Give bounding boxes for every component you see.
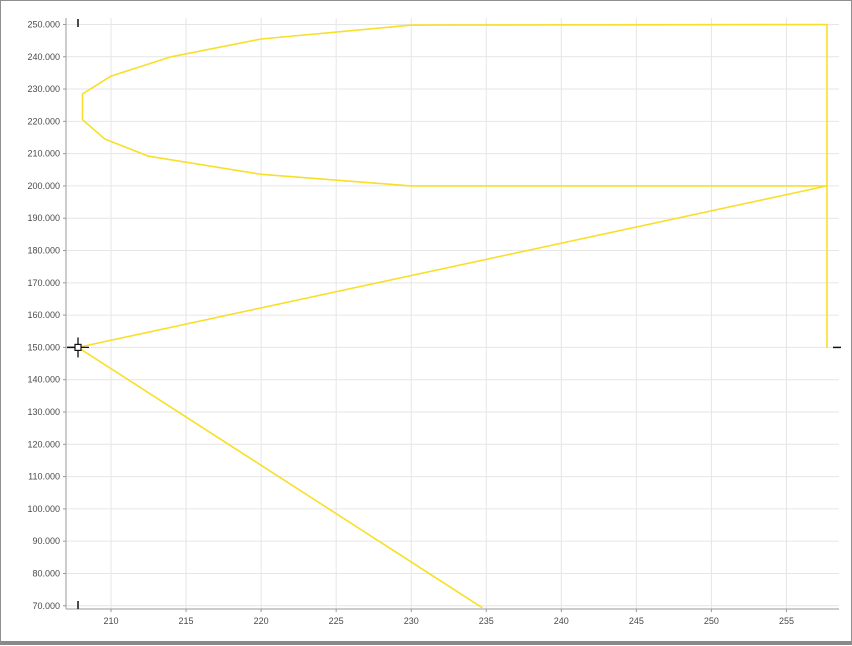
y-tick-label: 240.000: [27, 52, 60, 62]
y-tick-label: 100.000: [27, 504, 60, 514]
crosshair-handle[interactable]: [74, 343, 82, 352]
y-tick-label: 110.000: [28, 472, 60, 482]
y-tick-label: 130.000: [27, 407, 60, 417]
grid: [66, 18, 839, 609]
x-axis-tick-labels: 210 215 220 225 230 235 240 245 250 255: [104, 616, 794, 626]
y-tick-label: 70.000: [32, 601, 60, 611]
y-tick-label: 120.000: [27, 439, 60, 449]
y-tick-label: 200.000: [27, 181, 60, 191]
y-tick-label: 220.000: [27, 116, 60, 126]
y-tick-label: 210.000: [27, 149, 60, 159]
x-tick-label: 255: [779, 616, 794, 626]
series-line[interactable]: [77, 23, 828, 609]
y-axis-tick-labels: 70.000 80.000 90.000 100.000 110.000 120.000 1…: [27, 19, 60, 610]
x-tick-label: 240: [554, 616, 569, 626]
x-tick-label: 230: [404, 616, 419, 626]
y-tick-label: 150.000: [27, 342, 60, 352]
y-tick-label: 180.000: [27, 246, 60, 256]
x-tick-label: 225: [329, 616, 344, 626]
y-tick-label: 230.000: [27, 84, 60, 94]
x-tick-label: 245: [629, 616, 644, 626]
series-group: [77, 23, 828, 609]
y-tick-label: 250.000: [27, 19, 60, 29]
y-tick-label: 140.000: [27, 375, 60, 385]
y-tick-label: 170.000: [27, 278, 60, 288]
plot-area: [66, 18, 839, 609]
y-tick-label: 90.000: [32, 536, 60, 546]
x-tick-label: 235: [479, 616, 494, 626]
x-tick-label: 210: [104, 616, 119, 626]
axes: [63, 18, 839, 612]
y-tick-label: 190.000: [27, 213, 60, 223]
crosshair-cursor[interactable]: [67, 337, 90, 358]
x-tick-label: 250: [704, 616, 719, 626]
x-tick-label: 215: [179, 616, 194, 626]
y-tick-label: 80.000: [32, 568, 60, 578]
y-tick-label: 160.000: [27, 310, 60, 320]
x-tick-label: 220: [254, 616, 269, 626]
